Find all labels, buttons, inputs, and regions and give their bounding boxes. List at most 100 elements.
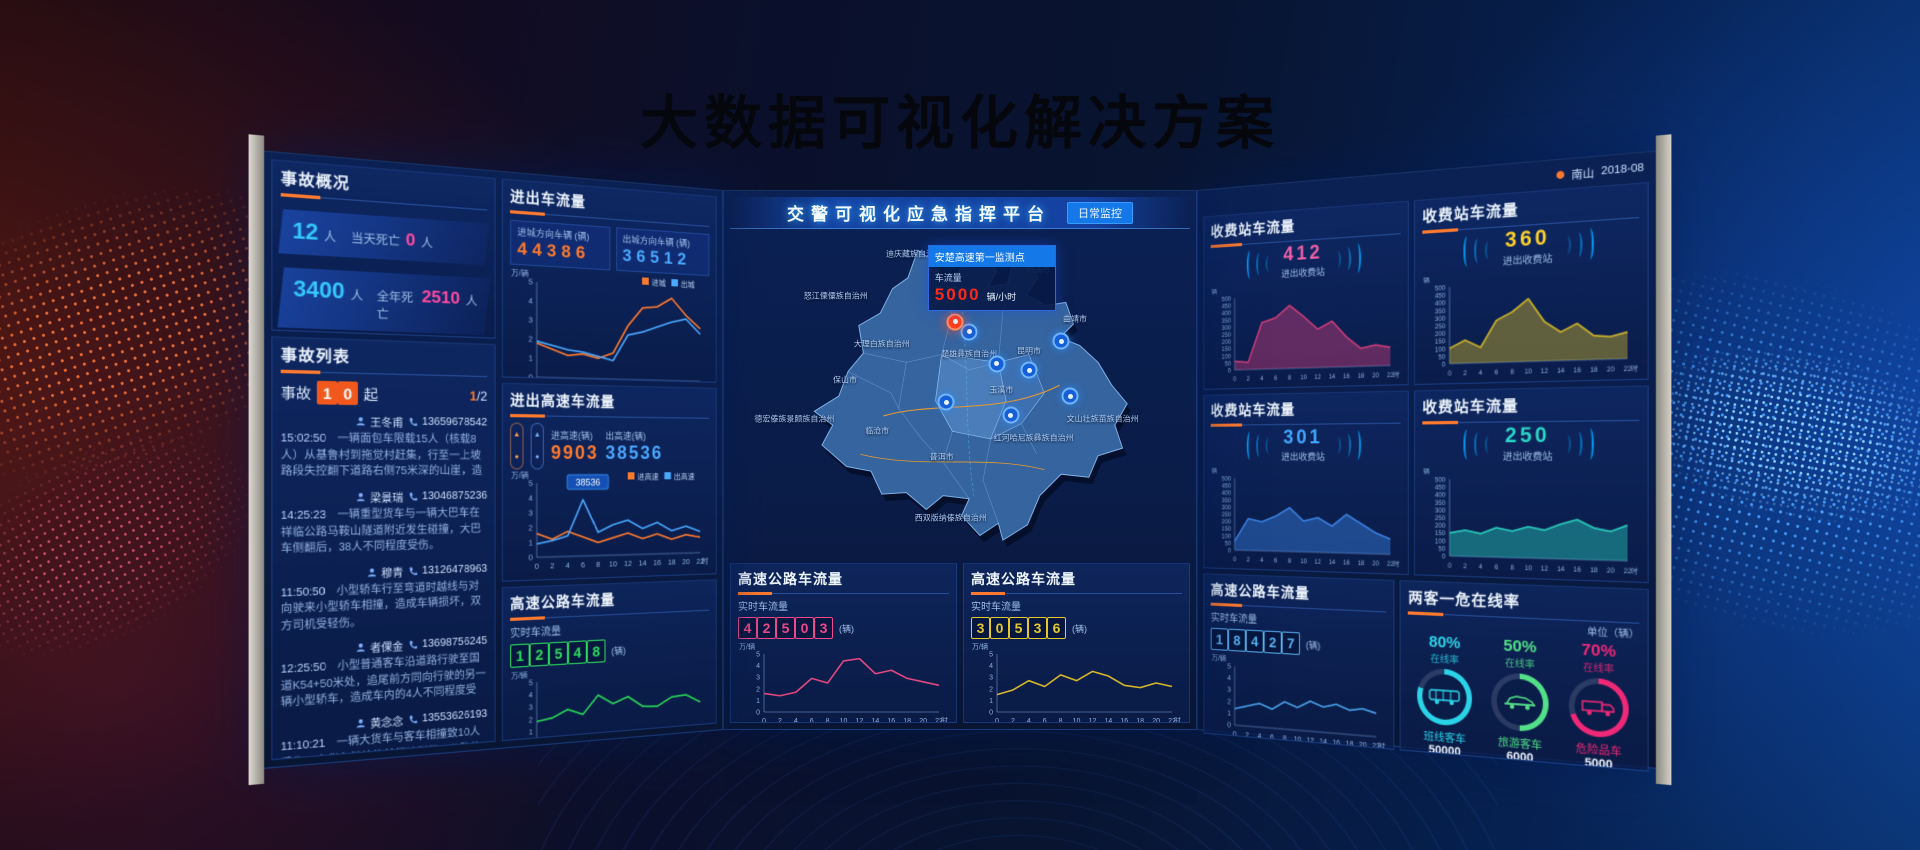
accident-list-item[interactable]: 梁景瑞 13046875236 14:25:23 一辆重型货车与一辆大巴车在祥临公路… [281,488,488,559]
user-name[interactable]: 南山 [1571,168,1595,183]
svg-text:3: 3 [528,317,532,325]
highway-in-label: 进高速(辆) [550,430,593,442]
svg-text:350: 350 [1222,498,1231,505]
svg-text:14: 14 [871,718,879,723]
svg-text:出高速: 出高速 [674,471,695,481]
person-icon [356,643,365,652]
svg-text:22: 22 [935,718,943,723]
svg-text:350: 350 [1222,318,1231,325]
map-marker-alert[interactable] [946,313,964,331]
map-marker-camera[interactable] [1002,406,1020,424]
toll-subtitle: 进出收费站 [1502,252,1553,267]
gauge-car: 50% 在线率 旅游客车 6000 [1484,635,1556,767]
tooltip-title: 安楚高速第一监测点 [928,245,1055,267]
svg-text:0: 0 [1227,722,1231,730]
svg-text:时: 时 [702,556,709,566]
svg-text:10: 10 [1300,559,1306,566]
svg-text:4: 4 [1260,558,1263,565]
unit-label: 人 [421,236,434,251]
accident-phone: 13553626193 [421,708,488,725]
svg-text:450: 450 [1222,483,1231,490]
accident-list-item[interactable]: 穆青 13126478963 11:50:50 小型轿车行至弯道时越线与对向驶来小型… [281,560,488,635]
accident-name: 黄念念 [370,716,404,732]
svg-text:8: 8 [1510,565,1514,572]
svg-text:辆: 辆 [1212,287,1218,296]
online-rate-panel: 两客一危在线率 单位（辆） 80% 在线率 班线客车 50000 50% [1399,580,1649,772]
accident-phone: 13126478963 [421,562,488,577]
svg-text:14: 14 [1557,566,1564,573]
pagination[interactable]: 1/2 [470,388,488,403]
accident-name: 者倮金 [370,641,404,656]
map-marker-camera[interactable] [960,323,978,341]
svg-text:10: 10 [1294,736,1302,745]
realtime-flow-label: 实时车流量 [738,602,788,613]
platform-title: 交警可视化应急指挥平台 [787,205,1051,224]
svg-text:10: 10 [1525,565,1532,572]
svg-text:18: 18 [1136,718,1144,723]
person-icon [367,567,376,577]
toll-value: 301 [1283,426,1323,449]
svg-text:4: 4 [1479,564,1483,571]
daily-monitor-button[interactable]: 日常监控 [1067,201,1133,224]
svg-text:进高速: 进高速 [637,472,658,482]
map-marker-camera[interactable] [1052,332,1070,350]
svg-text:10: 10 [1073,718,1081,723]
flow-toggle-down[interactable]: ▲ ● [530,422,544,470]
map-marker-camera[interactable] [988,355,1006,373]
svg-text:4: 4 [1227,675,1231,683]
map-marker-camera[interactable] [1061,387,1079,405]
svg-text:0: 0 [1442,362,1446,369]
radar-arcs-icon [1463,234,1493,267]
toll-value: 412 [1283,241,1323,266]
accident-overview-panel: 事故概况 12 人 当天死亡 0 人 3400 人 全年死亡 2510 人 [271,159,496,339]
svg-text:时: 时 [1393,559,1400,568]
flow-toggle-up[interactable]: ▲ ● [510,422,524,470]
svg-text:350: 350 [1435,500,1445,507]
svg-text:1: 1 [528,355,532,363]
accident-list-item[interactable]: 王冬甫 13659678542 15:02:50 一辆面包车限载15人（核载8人）从… [281,412,488,482]
toll-flow-chart-1: 0 50 100 150 200 250 300 350 400 450 500 0 2 4 6 8 10 12 1… [1211,276,1401,384]
svg-text:150: 150 [1222,526,1231,533]
svg-text:16: 16 [1332,739,1340,748]
svg-text:300: 300 [1222,505,1231,512]
svg-text:500: 500 [1435,285,1445,293]
svg-text:12: 12 [1541,566,1548,573]
svg-text:12: 12 [1541,368,1548,375]
svg-text:万/辆: 万/辆 [972,642,988,651]
svg-text:5: 5 [528,480,532,488]
svg-text:16: 16 [653,559,661,567]
person-icon [356,493,365,502]
map-marker-camera[interactable] [937,393,955,411]
map-marker-camera[interactable] [1020,361,1038,379]
svg-text:时: 时 [1631,566,1639,576]
svg-text:150: 150 [1222,347,1231,354]
map-svg [813,249,1131,548]
svg-text:100: 100 [1435,347,1445,354]
year-injured-value: 3400 [293,276,345,305]
svg-text:3: 3 [529,704,533,712]
svg-text:0: 0 [989,710,993,717]
highway-flow-panel-3: 高速公路车流量 实时车流量 3 0 5 3 6 (辆) 0 1 2 3 4 5 0 2 4 6 8 10 12 14… [963,563,1190,723]
svg-text:辆: 辆 [1423,276,1430,286]
svg-text:5: 5 [529,679,533,687]
svg-text:200: 200 [1435,523,1445,530]
unit-label: 人 [350,288,363,303]
svg-text:6: 6 [810,718,814,723]
toll-value: 250 [1505,424,1551,448]
gauge-ring [1568,676,1629,740]
svg-text:2: 2 [756,686,760,693]
accident-stat-row: 3400 人 全年死亡 2510 人 [277,267,491,336]
svg-text:4: 4 [756,663,760,670]
toll-flow-panel-3: 收费站车流量 301 进出收费站 0 50 100 150 200 250 300 350 400… [1203,390,1409,576]
unit-label: (辆) [1072,623,1087,634]
svg-text:2: 2 [778,718,782,723]
unit-label: (辆) [611,644,626,657]
accident-list-item[interactable]: 者倮金 13698756245 12:25:50 小型普通客车沿道路行驶至国道K54… [281,633,488,713]
svg-text:2: 2 [1011,718,1015,723]
highway-flow-chart-4: 0 1 2 3 4 5 0 2 4 6 8 10 12 14 16 18 20 22 时万/辆 [1211,652,1387,750]
svg-text:20: 20 [1372,561,1379,568]
highway-out-value: 38536 [605,442,664,464]
accident-list-item[interactable]: 黄念念 13553626193 11:10:21 一辆大货车与客车相撞致10人受伤；… [281,706,488,760]
